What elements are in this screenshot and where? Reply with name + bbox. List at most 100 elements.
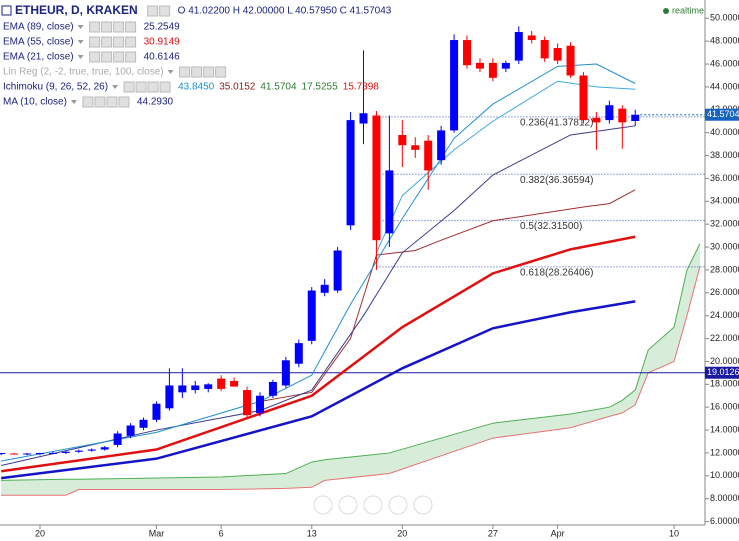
candle-body (463, 40, 472, 66)
ichimoku-line (259, 189, 636, 402)
indicator-line (1, 235, 636, 473)
candle-body (346, 120, 355, 226)
x-tick-label: 20 (35, 528, 45, 538)
row-icon (123, 81, 135, 93)
candle-body (450, 40, 459, 131)
row-icon (191, 66, 203, 78)
indicator-line (1, 125, 636, 467)
dropdown-arrow (167, 70, 174, 74)
candle-body (475, 62, 484, 69)
row-icon (113, 21, 125, 33)
candle-body (139, 419, 148, 428)
y-tick-label: 30.00000 (710, 241, 739, 251)
x-tick-label: 6 (219, 528, 224, 538)
y-tick-label: 12.00000 (710, 447, 739, 457)
y-tick-label: 34.00000 (710, 196, 739, 206)
candle-body (165, 385, 174, 409)
candle-body (0, 452, 6, 455)
row-icon (118, 96, 130, 108)
row-icon (113, 36, 125, 48)
hline-label: 19.0126 (707, 367, 739, 377)
y-tick-label: 20.00000 (710, 356, 739, 366)
indicator-value: 30.9149 (144, 37, 181, 48)
row-icon (125, 51, 137, 63)
candle-body (605, 105, 614, 121)
row-icon (101, 51, 113, 63)
candle-body (10, 453, 19, 455)
y-tick-label: 28.00000 (710, 264, 739, 274)
candle-body (333, 250, 342, 291)
row-icon (203, 66, 215, 78)
symbol-icon (1, 5, 12, 16)
candle-body (372, 115, 381, 241)
cloud-edge (1, 243, 701, 481)
candle-body (385, 170, 394, 234)
status-dot (663, 8, 669, 14)
row-icon (89, 21, 101, 33)
candle-body (618, 108, 627, 123)
row-icon (135, 81, 147, 93)
y-tick-label: 6.00000 (710, 516, 739, 526)
price-box (705, 366, 739, 379)
y-tick-label: 48.00000 (710, 36, 739, 46)
candle-body (281, 360, 290, 386)
x-tick-label: 13 (307, 528, 317, 538)
candle-body (437, 130, 446, 161)
candle-body (553, 48, 562, 61)
candle-body (631, 114, 640, 121)
row-icon (147, 5, 159, 17)
candle-body (540, 40, 549, 59)
candle-body (255, 395, 264, 413)
indicator-name: EMA (89, close) (3, 22, 74, 33)
candle-body (230, 380, 239, 387)
indicator-name: Lin Reg (2, -2, true, true, 100, close) (3, 67, 164, 78)
candle-body (204, 384, 213, 389)
row-icon (101, 36, 113, 48)
zoom-controls (313, 495, 433, 515)
y-tick-label: 14.00000 (710, 424, 739, 434)
y-tick-label: 26.00000 (710, 287, 739, 297)
fib-label: 0.236(41.37812) (520, 118, 593, 129)
row-icon (125, 21, 137, 33)
candle-body (36, 452, 44, 455)
price-box (705, 108, 739, 121)
y-tick-label: 8.00000 (710, 493, 739, 503)
chart-title: ETHEUR, D, KRAKEN (15, 3, 138, 17)
row-icon (125, 36, 137, 48)
candle-body (61, 451, 70, 453)
candle-body (243, 390, 252, 416)
y-tick-label: 44.00000 (710, 81, 739, 91)
candle-body (592, 117, 601, 123)
candle-body (23, 453, 32, 455)
dropdown-arrow (77, 55, 84, 59)
y-tick-label: 16.00000 (710, 402, 739, 412)
candle-body (514, 32, 523, 61)
indicator-value: 44.2930 (137, 97, 174, 108)
indicator-value: 25.2549 (144, 22, 181, 33)
row-icon (101, 21, 113, 33)
dropdown-arrow (112, 85, 119, 89)
candle-body (424, 140, 433, 171)
row-icon (147, 81, 159, 93)
indicator-name: EMA (21, close) (3, 52, 74, 63)
candle-body (74, 450, 83, 452)
candle-body (307, 290, 316, 341)
y-tick-label: 36.00000 (710, 173, 739, 183)
candle-body (579, 75, 588, 121)
indicator-value: 41.5704 (260, 82, 297, 93)
indicator-value: 35.0152 (219, 82, 256, 93)
y-tick-label: 40.00000 (710, 127, 739, 137)
x-tick-label: 10 (669, 528, 679, 538)
candle-body (100, 447, 109, 450)
candle-body (359, 113, 368, 124)
dropdown-arrow (77, 40, 84, 44)
indicator-line (1, 300, 636, 480)
candle-body (178, 385, 187, 393)
x-tick-label: Mar (149, 528, 165, 538)
y-tick-label: 32.00000 (710, 219, 739, 229)
y-tick-label: 10.00000 (710, 470, 739, 480)
last-price-label: 41.5704 (707, 109, 739, 119)
realtime-label: realtime (672, 5, 704, 15)
